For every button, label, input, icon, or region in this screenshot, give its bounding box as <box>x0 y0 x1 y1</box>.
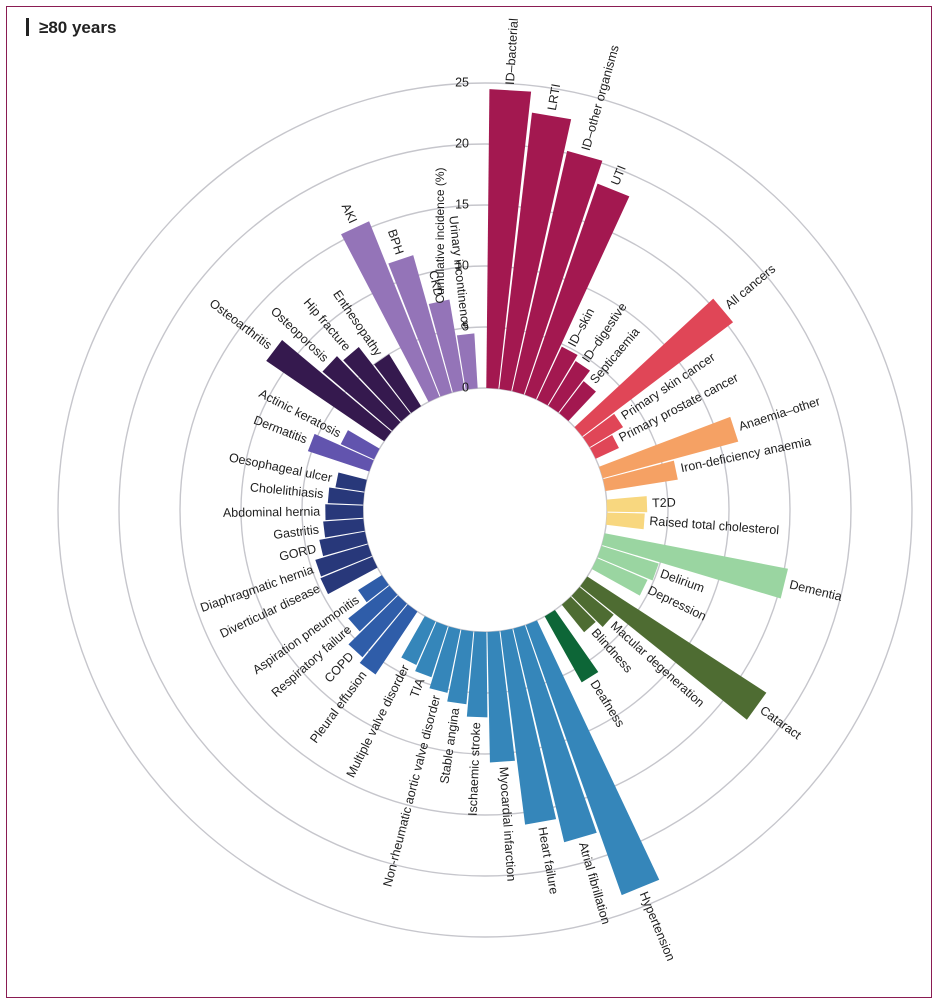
label-aki: AKI <box>339 201 360 225</box>
bar-blindness <box>561 596 596 633</box>
tick-label-5: 5 <box>462 319 469 333</box>
bar-urinary-incontinence <box>456 333 478 390</box>
bar-deafness <box>544 609 599 683</box>
bar-stable-angina <box>447 629 474 705</box>
figure-frame <box>6 6 932 998</box>
label-oesophageal-ulcer: Oesophageal ulcer <box>228 450 334 485</box>
label-diaphragmatic-hernia: Diaphragmatic hernia <box>198 563 315 615</box>
label-stable-angina: Stable angina <box>437 707 462 785</box>
bar-hypertension <box>525 620 660 896</box>
bars <box>266 89 789 896</box>
bar-raised-total-cholesterol <box>606 512 645 530</box>
radial-grid <box>57 82 913 938</box>
label-gastritis: Gastritis <box>273 523 320 542</box>
bar-diverticular-disease <box>320 556 378 595</box>
bar-depression <box>591 558 648 596</box>
grid-ring-0 <box>362 387 608 633</box>
bar-gastritis <box>323 518 365 538</box>
label-pleural-effusion: Pleural effusion <box>307 668 369 745</box>
label-ckd: CKD <box>426 269 445 298</box>
bar-t2d <box>606 496 648 513</box>
label-id-bacterial: ID–bacterial <box>503 18 521 85</box>
bar-copd <box>348 595 407 658</box>
bar-multiple-valve-disorder <box>401 616 436 666</box>
grid-ring-25 <box>57 82 913 938</box>
panel-title: ≥80 years <box>39 18 117 37</box>
bar-hip-fracture <box>343 346 411 422</box>
bar-ckd <box>428 299 465 393</box>
label-id-other-organisms: ID–other organisms <box>579 43 622 152</box>
label-ischaemic-stroke: Ischaemic stroke <box>466 722 484 816</box>
label-gord: GORD <box>278 542 318 564</box>
bar-abdominal-hernia <box>325 504 364 521</box>
bar-non-rheumatic-aortic-valve-disorder <box>429 626 461 693</box>
bar-osteoarthritis <box>266 339 392 442</box>
label-tia: TIA <box>407 676 427 700</box>
label-uti: UTI <box>608 163 628 187</box>
bar-id-bacterial <box>486 89 532 389</box>
grid-ring-20 <box>118 143 852 877</box>
bar-enthesopathy <box>374 354 422 413</box>
label-lrti: LRTI <box>545 83 563 112</box>
bar-id-skin <box>536 346 578 406</box>
label-all-cancers: All cancers <box>722 262 778 312</box>
label-cholelithiasis: Cholelithiasis <box>249 480 324 501</box>
bar-primary-prostate-cancer <box>590 435 619 459</box>
bar-iron-deficiency-anaemia <box>603 460 678 492</box>
label-non-rheumatic-aortic-valve-disorder: Non-rheumatic aortic valve disorder <box>380 694 443 889</box>
bar-id-digestive <box>548 360 590 413</box>
panel-header: I≥80 years <box>26 18 116 46</box>
bar-diaphragmatic-hernia <box>315 544 372 577</box>
bar-aspiration-pneumonitis <box>358 575 389 603</box>
tick-label-25: 25 <box>455 75 469 89</box>
label-heart-failure: Heart failure <box>535 826 561 896</box>
tick-label-15: 15 <box>455 197 469 211</box>
bar-actinic-keratosis <box>340 430 380 460</box>
bar-tia <box>415 621 448 678</box>
grid-ring-15 <box>179 204 791 816</box>
bar-cholelithiasis <box>327 487 365 505</box>
bar-heart-failure <box>500 628 557 825</box>
grid-ring-10 <box>240 265 730 755</box>
bar-oesophageal-ulcer <box>335 472 367 492</box>
bar-pleural-effusion <box>359 604 418 675</box>
bar-cataract <box>580 576 767 720</box>
bar-myocardial-infarction <box>487 631 515 763</box>
tick-label-0: 0 <box>462 380 469 394</box>
label-dementia: Dementia <box>788 577 843 603</box>
bar-ischaemic-stroke <box>466 631 488 718</box>
bar-septicaemia <box>559 381 596 421</box>
panel-letter-mark <box>26 18 29 36</box>
bar-all-cancers <box>574 298 734 437</box>
bar-primary-skin-cancer <box>582 413 624 448</box>
bar-dermatitis <box>307 433 374 472</box>
bar-dementia <box>601 533 789 599</box>
bar-anaemia-other <box>599 416 739 479</box>
label-abdominal-hernia: Abdominal hernia <box>223 505 321 520</box>
label-t2d: T2D <box>652 495 676 510</box>
radial-axis: 0 5 10 15 20 25 Cumulative incidence (%) <box>433 75 469 394</box>
bar-id-other-organisms <box>512 150 603 395</box>
bar-osteoporosis <box>322 356 401 431</box>
label-raised-total-cholesterol: Raised total cholesterol <box>649 514 780 537</box>
bar-uti <box>524 183 630 400</box>
label-osteoarthritis: Osteoarthritis <box>207 296 275 352</box>
label-myocardial-infarction: Myocardial infarction <box>497 766 519 881</box>
bar-atrial-fibrillation <box>513 625 597 843</box>
tick-label-20: 20 <box>455 136 469 150</box>
bar-macular-degeneration <box>571 587 614 627</box>
tick-label-10: 10 <box>455 258 469 272</box>
bar-bph <box>388 255 452 397</box>
bar-delirium <box>597 545 659 581</box>
y-axis-title: Cumulative incidence (%) <box>433 167 447 303</box>
bar-lrti <box>499 112 572 391</box>
label-cataract: Cataract <box>757 703 804 742</box>
bar-aki <box>341 221 440 402</box>
bar-respiratory-failure <box>348 585 398 632</box>
bar-gord <box>319 531 368 557</box>
label-bph: BPH <box>385 228 406 257</box>
